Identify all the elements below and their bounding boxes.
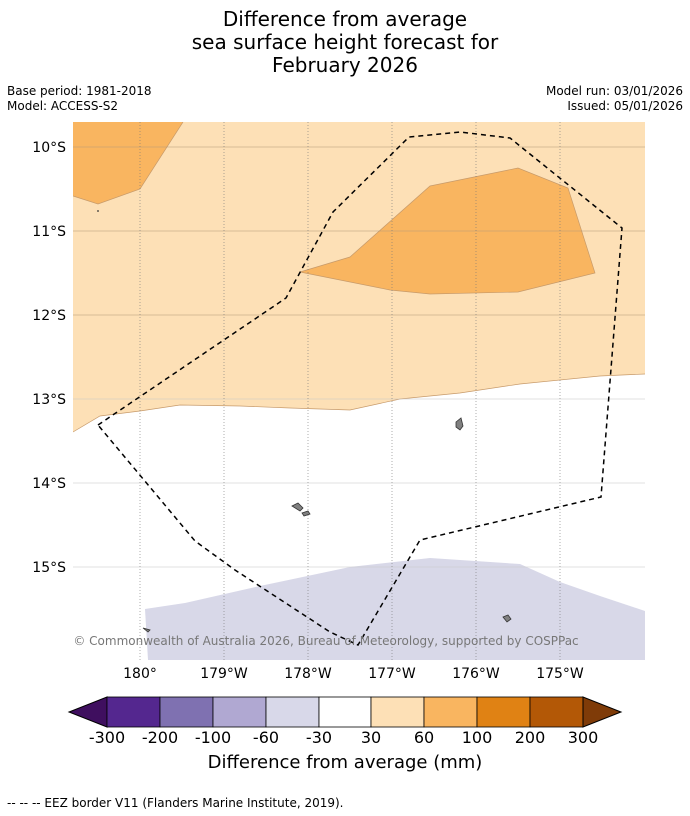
lat-label-11s: 11°S <box>32 224 66 240</box>
title-line-1: Difference from average <box>222 7 468 31</box>
lon-label-179w: 179°W <box>200 666 248 682</box>
colorbar-label-minus-300: -300 <box>88 728 126 747</box>
colorbar-swatch-9 <box>529 696 584 728</box>
meta-right: Model run: 03/01/2026 Issued: 05/01/2026 <box>546 84 683 114</box>
lon-label-176w: 176°W <box>452 666 500 682</box>
colorbar-label-300: 300 <box>567 728 599 747</box>
islands <box>97 210 512 633</box>
island-central-small <box>301 510 311 517</box>
base-period: Base period: 1981-2018 <box>7 84 152 98</box>
lat-label-10s: 10°S <box>32 140 66 156</box>
island-northeast <box>455 417 464 431</box>
islet-northwest <box>97 210 99 212</box>
anomaly-region-60-100mm-north <box>73 122 183 204</box>
colorbar-swatch-2 <box>159 696 214 728</box>
map-area <box>73 122 645 660</box>
colorbar-swatch-3 <box>212 696 267 728</box>
title-line-2: sea surface height forecast for <box>191 30 499 54</box>
chart-title: Difference from average sea surface heig… <box>0 8 690 77</box>
model-name: Model: ACCESS-S2 <box>7 99 119 113</box>
colorbar-swatch-5 <box>318 696 372 728</box>
contour-lines <box>73 122 645 433</box>
colorbar-swatch-7 <box>423 696 478 728</box>
latitude-labels: 10°S 11°S 12°S 13°S 14°S 15°S <box>32 140 66 576</box>
island-southwest <box>142 627 151 633</box>
island-south <box>502 614 512 623</box>
colorbar-title: Difference from average (mm) <box>207 752 483 773</box>
colorbar-label-30: 30 <box>360 728 382 747</box>
colorbar-label-minus-100: -100 <box>194 728 232 747</box>
meta-left: Base period: 1981-2018 Model: ACCESS-S2 <box>7 84 152 114</box>
colorbar-label-minus-200: -200 <box>141 728 179 747</box>
lat-label-15s: 15°S <box>32 560 66 576</box>
lon-label-180: 180° <box>123 666 157 682</box>
lat-label-14s: 14°S <box>32 476 66 492</box>
colorbar-swatch-6 <box>370 696 425 728</box>
copyright-notice: © Commonwealth of Australia 2026, Bureau… <box>73 634 578 648</box>
colorbar-label-100: 100 <box>461 728 493 747</box>
colorbar-label-60: 60 <box>413 728 435 747</box>
colorbar-extend-low <box>67 696 108 728</box>
lat-label-12s: 12°S <box>32 308 66 324</box>
eez-border <box>96 131 623 646</box>
colorbar-label-minus-30: -30 <box>305 728 333 747</box>
model-run: Model run: 03/01/2026 <box>545 84 683 98</box>
anomaly-region-minus-30-minus-60mm <box>145 558 645 660</box>
colorbar-label-200: 200 <box>514 728 546 747</box>
colorbar-label-minus-60: -60 <box>252 728 280 747</box>
colorbar-swatch-4 <box>265 696 320 728</box>
colorbar-swatch-1 <box>106 696 161 728</box>
island-central <box>291 502 304 512</box>
issued-date: Issued: 05/01/2026 <box>567 99 683 113</box>
lon-label-175w: 175°W <box>536 666 584 682</box>
title-line-3: February 2026 <box>272 53 418 77</box>
longitude-labels: 180° 179°W 178°W 177°W 176°W 175°W <box>123 666 584 682</box>
lon-label-178w: 178°W <box>284 666 332 682</box>
eez-legend-note: -- -- -- EEZ border V11 (Flanders Marine… <box>7 796 344 810</box>
colorbar-swatch-8 <box>476 696 531 728</box>
lat-label-13s: 13°S <box>32 392 66 408</box>
colorbar <box>67 696 623 728</box>
graticule <box>73 122 645 660</box>
lon-label-177w: 177°W <box>368 666 416 682</box>
colorbar-extend-high <box>582 696 623 728</box>
